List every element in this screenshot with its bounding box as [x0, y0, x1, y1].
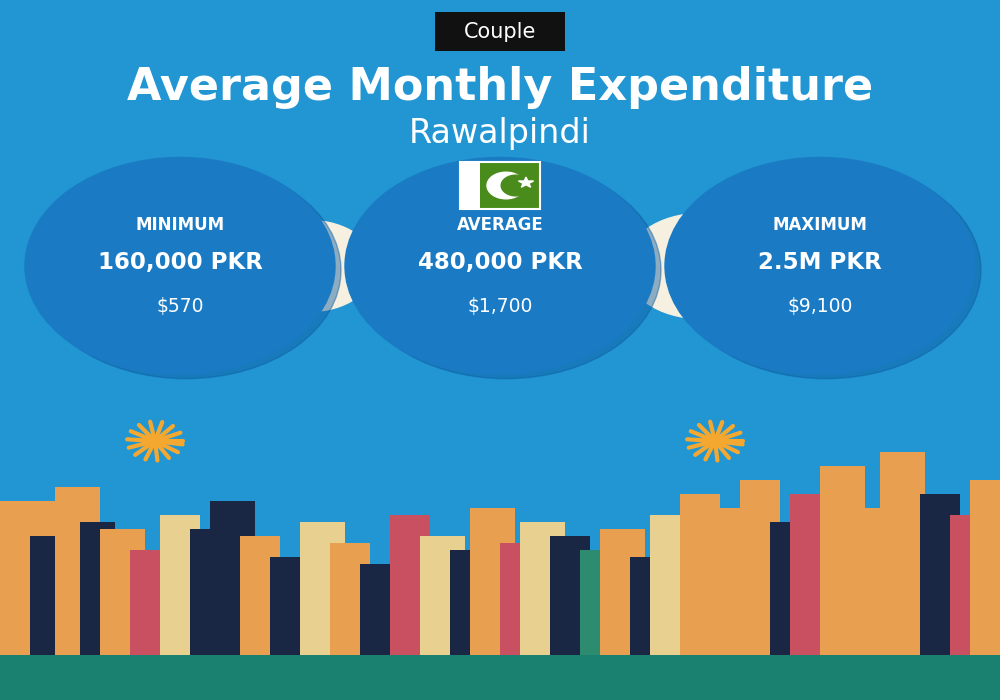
- Bar: [460, 162, 480, 209]
- Bar: [880, 452, 925, 654]
- Bar: [390, 514, 430, 654]
- Circle shape: [745, 220, 875, 312]
- Text: $570: $570: [156, 297, 204, 316]
- Circle shape: [31, 162, 341, 379]
- Text: Couple: Couple: [464, 22, 536, 41]
- Circle shape: [125, 214, 275, 318]
- Bar: [360, 564, 405, 654]
- Text: MINIMUM: MINIMUM: [135, 216, 225, 235]
- Bar: [970, 480, 1000, 654]
- Circle shape: [625, 214, 775, 318]
- Bar: [100, 528, 145, 654]
- Text: Rawalpindi: Rawalpindi: [409, 116, 591, 150]
- Circle shape: [351, 162, 661, 379]
- Bar: [55, 486, 100, 654]
- Bar: [130, 550, 170, 654]
- Circle shape: [245, 220, 375, 312]
- Polygon shape: [518, 177, 534, 187]
- Bar: [600, 528, 645, 654]
- Bar: [480, 162, 540, 209]
- Bar: [30, 536, 65, 654]
- Text: 480,000 PKR: 480,000 PKR: [418, 251, 582, 274]
- Bar: [680, 494, 720, 654]
- Text: $1,700: $1,700: [467, 297, 533, 316]
- Text: $9,100: $9,100: [787, 297, 853, 316]
- Bar: [950, 514, 995, 654]
- Bar: [0, 500, 55, 654]
- Text: Average Monthly Expenditure: Average Monthly Expenditure: [127, 66, 873, 109]
- Bar: [0, 654, 1000, 700]
- Bar: [630, 556, 670, 654]
- Circle shape: [195, 199, 325, 290]
- Bar: [580, 550, 620, 654]
- Bar: [450, 550, 490, 654]
- Bar: [520, 522, 565, 654]
- Bar: [500, 542, 540, 654]
- Bar: [330, 542, 370, 654]
- Bar: [770, 522, 810, 654]
- Text: MAXIMUM: MAXIMUM: [773, 216, 867, 235]
- Bar: [190, 528, 225, 654]
- Text: 2.5M PKR: 2.5M PKR: [758, 251, 882, 274]
- Circle shape: [487, 172, 525, 199]
- Text: 160,000 PKR: 160,000 PKR: [98, 251, 262, 274]
- Circle shape: [695, 199, 825, 290]
- Circle shape: [345, 158, 655, 374]
- Bar: [790, 494, 830, 654]
- Bar: [210, 500, 255, 654]
- Bar: [470, 508, 515, 654]
- Bar: [300, 522, 345, 654]
- Bar: [460, 162, 540, 209]
- Bar: [850, 508, 890, 654]
- Bar: [420, 536, 465, 654]
- Bar: [240, 536, 280, 654]
- Bar: [820, 466, 865, 654]
- FancyBboxPatch shape: [435, 12, 565, 51]
- Circle shape: [25, 158, 335, 374]
- Circle shape: [501, 175, 531, 196]
- Bar: [740, 480, 780, 654]
- Bar: [270, 556, 305, 654]
- Circle shape: [671, 162, 981, 379]
- Bar: [550, 536, 590, 654]
- Bar: [650, 514, 695, 654]
- Bar: [710, 508, 755, 654]
- Text: AVERAGE: AVERAGE: [457, 216, 543, 235]
- Bar: [80, 522, 115, 654]
- Bar: [160, 514, 200, 654]
- Bar: [920, 494, 960, 654]
- Circle shape: [665, 158, 975, 374]
